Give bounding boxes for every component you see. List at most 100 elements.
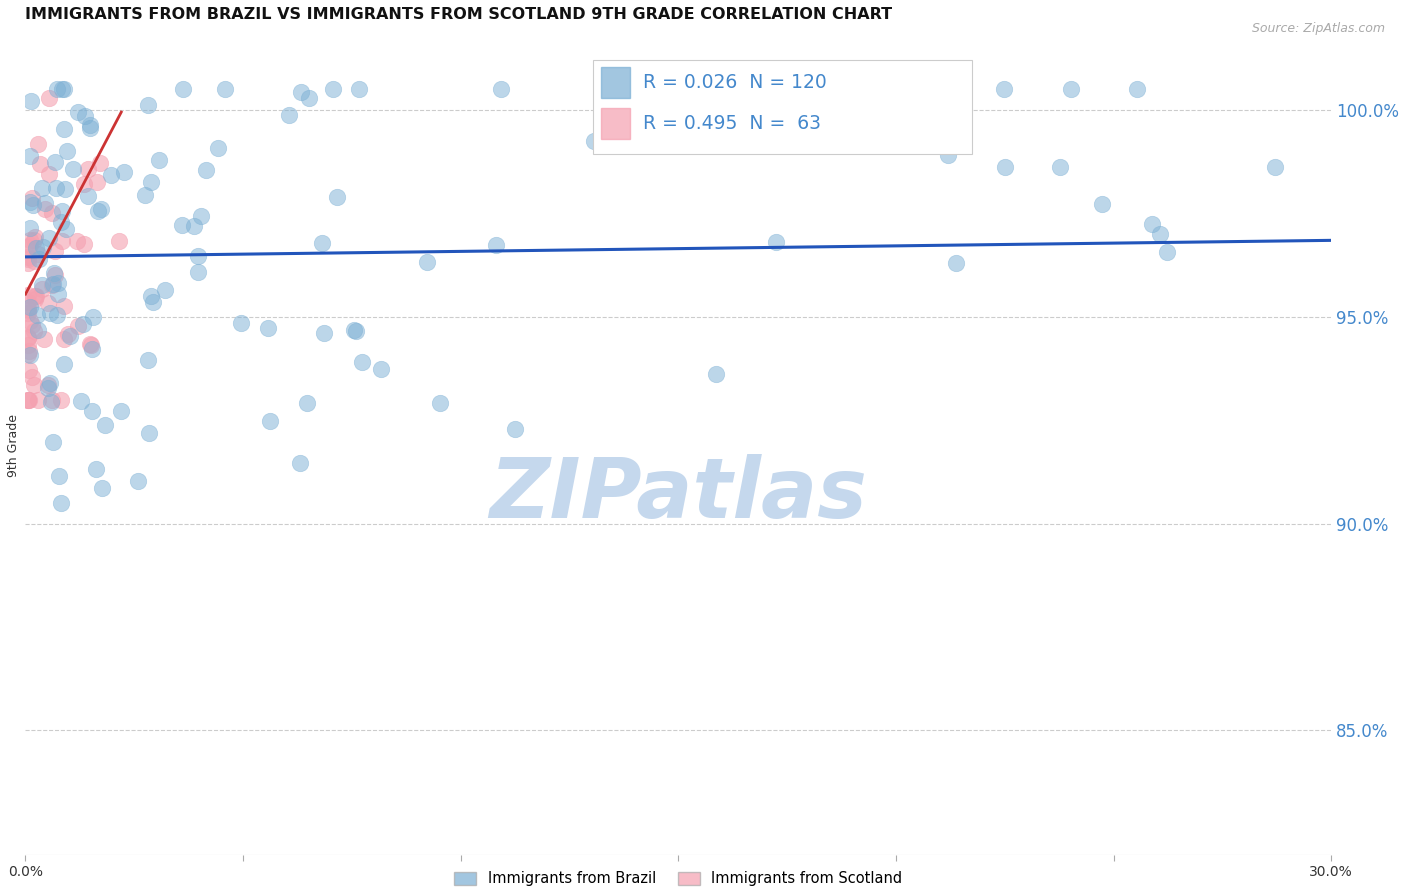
Point [39,395,62,409]
Point [229,317,252,331]
Point [17,363,39,377]
Point [37,295,59,310]
Point [21,318,44,332]
Point [31,278,53,293]
Point [207,141,229,155]
Point [67,104,90,119]
Point [18,220,41,235]
Point [41,278,63,293]
Point [44,155,66,169]
Point [945,256,967,270]
Point [24,229,46,244]
Point [17,301,39,315]
Point [31,181,53,195]
Point [51,204,73,219]
Point [100,168,122,182]
Point [136,98,159,112]
Y-axis label: 9th Grade: 9th Grade [7,414,20,476]
Point [290,456,312,470]
Point [73,109,96,123]
Point [17,392,39,407]
Point [290,85,312,99]
Point [1156,244,1178,259]
Point [17,239,39,253]
Point [44,266,66,280]
Point [27,137,49,152]
Point [17,250,39,264]
Point [172,82,194,96]
Point [67,318,90,333]
Point [84,462,107,476]
Point [344,324,367,338]
Point [52,299,75,313]
Point [49,215,72,229]
Point [86,175,108,189]
Point [58,326,80,341]
Point [89,156,111,170]
Point [56,144,79,158]
Text: Source: ZipAtlas.com: Source: ZipAtlas.com [1251,22,1385,36]
Point [503,421,526,435]
Point [278,108,301,122]
Point [21,191,44,205]
Point [134,188,156,202]
Point [882,129,904,144]
Point [20,94,42,108]
Point [82,310,104,324]
Point [314,326,336,340]
Point [79,337,101,351]
Text: ZIPatlas: ZIPatlas [489,454,868,534]
Point [994,160,1017,174]
Point [993,82,1015,96]
Point [59,329,82,343]
Point [183,219,205,233]
Point [27,392,49,407]
Text: IMMIGRANTS FROM BRAZIL VS IMMIGRANTS FROM SCOTLAND 9TH GRADE CORRELATION CHART: IMMIGRANTS FROM BRAZIL VS IMMIGRANTS FRO… [25,7,893,22]
Point [91,481,114,495]
Point [25,241,48,255]
Point [806,120,828,134]
Point [80,338,103,352]
Point [49,496,72,510]
Point [18,194,41,209]
Point [38,167,60,181]
Point [18,149,41,163]
Point [214,82,236,96]
Point [489,82,512,96]
Point [112,165,135,179]
Point [24,289,46,303]
Point [32,240,55,254]
Point [21,198,44,212]
Point [27,247,49,261]
Point [1264,160,1286,174]
Point [1125,82,1147,96]
Point [17,252,39,266]
Point [127,474,149,488]
Point [172,218,194,232]
Point [27,308,49,322]
Point [352,355,374,369]
Point [136,352,159,367]
Point [139,289,162,303]
Point [1060,82,1083,96]
Point [1149,227,1171,241]
Point [34,202,56,216]
Point [322,82,344,96]
Point [55,221,77,235]
Point [139,175,162,189]
Point [485,238,508,252]
Point [17,331,39,345]
Point [66,234,89,248]
Point [53,357,76,371]
Point [22,325,45,339]
Point [18,233,41,247]
Point [53,121,76,136]
Bar [602,108,630,139]
Point [34,196,56,211]
Point [297,396,319,410]
Point [45,82,67,96]
Point [37,382,59,396]
Point [18,348,41,362]
Point [22,234,45,248]
Point [80,342,103,356]
